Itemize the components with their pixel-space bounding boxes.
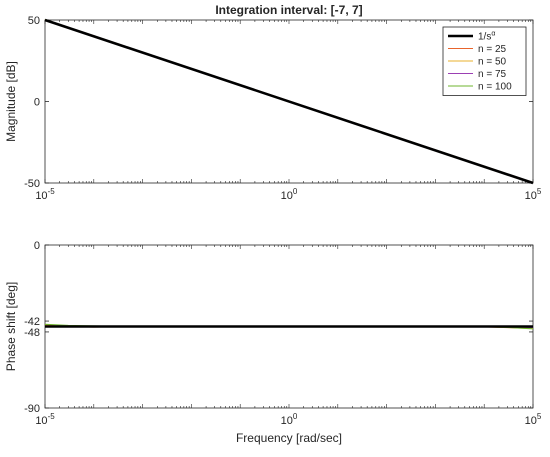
y-tick-label: 0 xyxy=(34,240,40,252)
y-tick-label: -50 xyxy=(24,178,40,190)
y-tick-label: -90 xyxy=(24,403,40,415)
legend-label: n = 75 xyxy=(478,69,507,80)
y-tick-label: 0 xyxy=(34,97,40,109)
y-tick-label: 50 xyxy=(28,15,40,27)
legend-label: n = 25 xyxy=(478,44,507,55)
x-tick-label: 105 xyxy=(525,412,542,427)
x-tick-label: 100 xyxy=(281,187,298,202)
legend-label: n = 50 xyxy=(478,57,507,68)
legend: 1/sαn = 25 n = 50n = 75 n = 100 xyxy=(442,26,527,96)
y-axis-label: Phase shift [deg] xyxy=(4,282,18,371)
y-tick-label: -42 xyxy=(24,316,40,328)
legend-label: 1/sα xyxy=(478,31,495,43)
y-tick-label: -48 xyxy=(24,327,40,339)
series-line-1-s- xyxy=(44,18,534,185)
x-tick-label: 10-5 xyxy=(35,412,55,427)
x-tick-label: 100 xyxy=(281,412,298,427)
x-tick-label: 10-5 xyxy=(35,187,55,202)
x-tick-label: 105 xyxy=(525,187,542,202)
y-axis-label: Magnitude [dB] xyxy=(4,61,18,142)
legend-label: n = 100 xyxy=(478,82,512,93)
chart-title: Integration interval: [-7, 7] xyxy=(215,3,362,17)
x-axis-label: Frequency [rad/sec] xyxy=(236,431,342,445)
